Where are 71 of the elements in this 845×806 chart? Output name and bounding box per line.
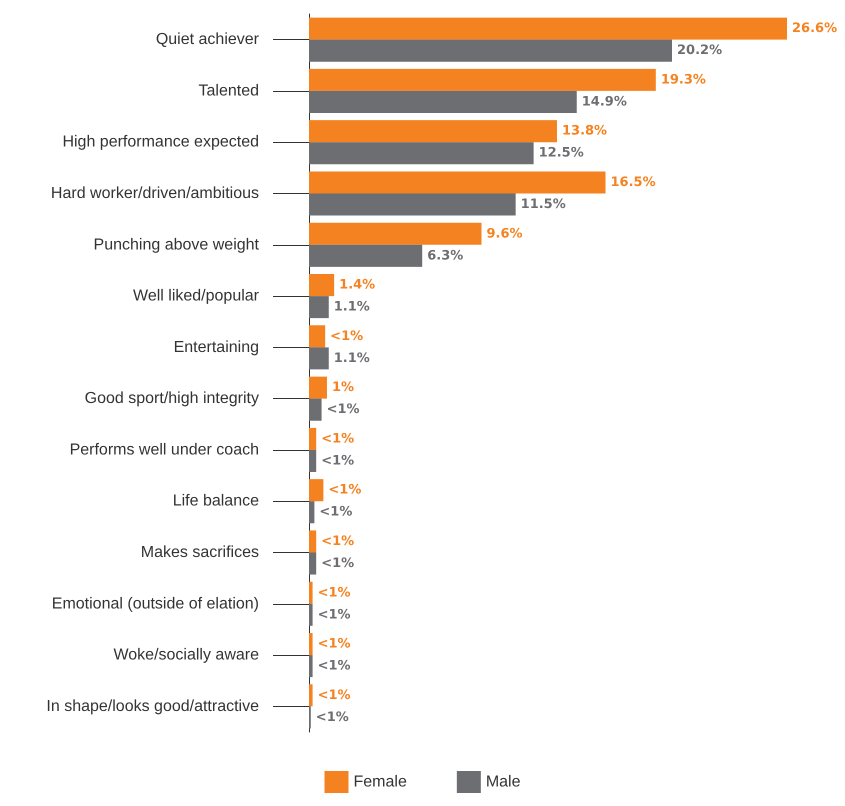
y-tick-label: Emotional (outside of elation) (52, 595, 259, 612)
bar (309, 90, 577, 113)
bar (309, 222, 482, 245)
data-label: 19.3% (660, 72, 706, 88)
bar (309, 194, 516, 216)
y-tick-label: In shape/looks good/attractive (46, 698, 260, 715)
data-label: 14.9% (582, 94, 627, 110)
data-label: 1% (332, 380, 354, 396)
bar (309, 18, 787, 40)
bar (309, 120, 557, 142)
bar (309, 530, 316, 552)
data-label: <1% (318, 636, 351, 652)
data-label: 1.1% (334, 350, 370, 366)
bar (309, 142, 534, 164)
y-tick-label: Entertaining (174, 338, 259, 356)
y-tick-label: Woke/socially aware (113, 646, 260, 664)
data-label: 20.2% (676, 43, 722, 58)
bar (309, 325, 326, 348)
data-label: <1% (316, 710, 349, 725)
data-label: <1% (330, 328, 364, 344)
bar (309, 633, 313, 656)
data-label: 9.6% (486, 226, 523, 242)
y-tick-label: Life balance (172, 492, 260, 510)
y-tick-label: Quiet achiever (156, 31, 260, 48)
bar (309, 479, 324, 502)
bar (309, 68, 656, 91)
bar (309, 244, 422, 267)
bar (309, 347, 329, 370)
legend-label: Female (353, 774, 407, 790)
y-tick-label: Well liked/popular (133, 288, 260, 305)
bar (309, 40, 672, 62)
bar (309, 582, 313, 604)
bar (309, 428, 316, 450)
bar (309, 171, 606, 194)
data-label: 6.3% (427, 248, 464, 264)
bar (309, 376, 327, 399)
y-tick-label: Good sport/high integrity (84, 390, 259, 408)
legend-label: Male (486, 774, 521, 790)
data-label: 16.5% (610, 174, 656, 190)
data-label: <1% (326, 402, 360, 418)
bar (309, 398, 322, 421)
data-label: <1% (321, 534, 354, 549)
data-label: <1% (318, 585, 351, 600)
data-label: 1.4% (339, 278, 376, 293)
bar (309, 501, 314, 524)
data-label: <1% (319, 504, 352, 520)
y-tick-label: Makes sacrifices (140, 544, 259, 561)
bar (309, 604, 313, 626)
y-tick-label: Punching above weight (94, 236, 260, 254)
data-label: <1% (318, 607, 351, 622)
bar (309, 296, 329, 318)
data-label: <1% (321, 453, 354, 468)
bar (309, 655, 313, 678)
bar (309, 684, 313, 706)
bar (309, 552, 316, 575)
bar (309, 274, 334, 296)
data-label: 12.5% (538, 146, 584, 161)
y-tick-label: Performs well under coach (70, 441, 259, 458)
data-label: 1.1% (334, 300, 370, 315)
y-tick-label: Talented (198, 82, 259, 100)
data-label: 11.5% (520, 197, 566, 212)
bar (309, 450, 316, 472)
y-tick-label: Hard worker/driven/ambitious (50, 185, 259, 202)
data-label: <1% (318, 688, 351, 703)
data-label: <1% (318, 658, 351, 674)
data-label: 13.8% (562, 124, 608, 139)
data-label: <1% (328, 482, 362, 498)
data-label: <1% (321, 431, 354, 446)
data-label: <1% (321, 556, 354, 572)
data-label: 26.6% (792, 21, 838, 36)
y-tick-label: High performance expected (62, 134, 259, 151)
